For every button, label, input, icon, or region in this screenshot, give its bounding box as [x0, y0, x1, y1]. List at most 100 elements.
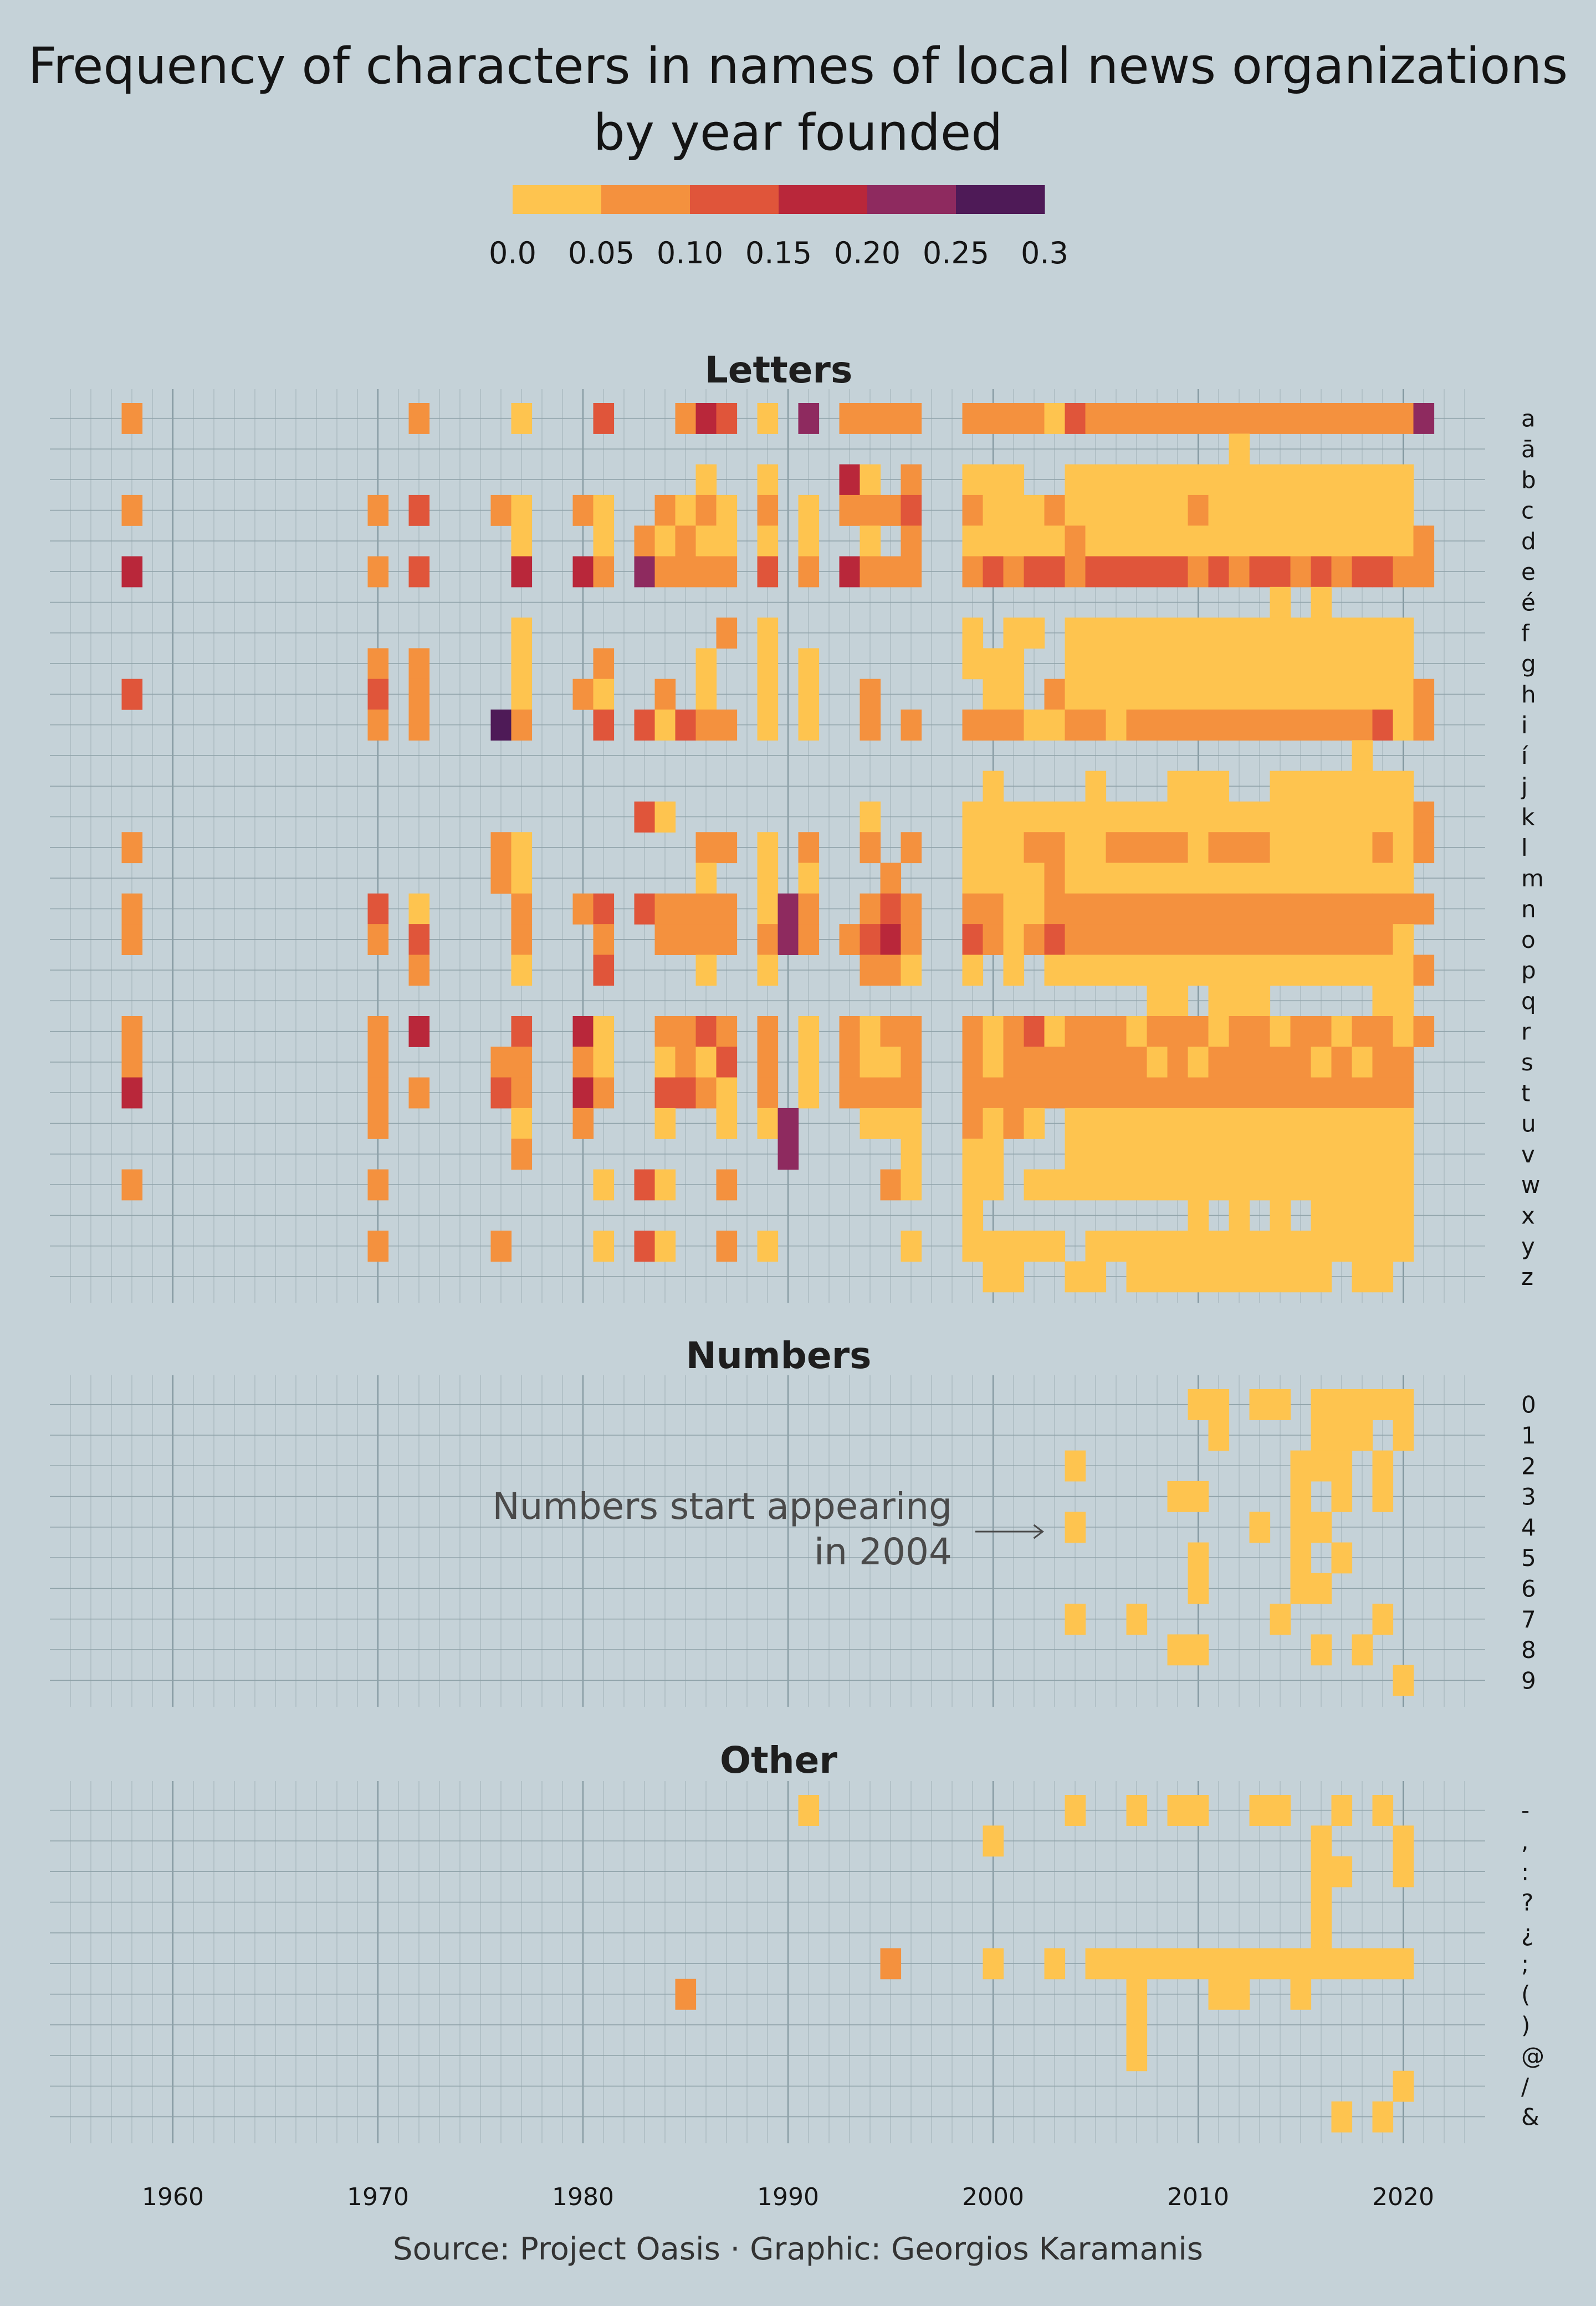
heatmap-cell [1065, 1604, 1086, 1635]
heatmap-cell [1331, 801, 1353, 833]
row-label: q [1521, 987, 1536, 1014]
heatmap-cell [1352, 1200, 1373, 1231]
heatmap-cell [1331, 832, 1353, 864]
heatmap-cell [511, 648, 533, 680]
heatmap-cell [511, 526, 533, 557]
row-label: @ [1521, 2042, 1544, 2069]
heatmap-cell [511, 955, 533, 986]
heatmap-cell [1065, 1047, 1086, 1078]
heatmap-cell [1229, 618, 1250, 649]
heatmap-cell [1024, 893, 1045, 925]
heatmap-cell [1126, 403, 1148, 434]
heatmap-cell [880, 1047, 902, 1078]
heatmap-cell [1270, 648, 1291, 680]
heatmap-cell [1352, 403, 1373, 434]
legend-swatch [956, 185, 1045, 214]
heatmap-cell [1331, 771, 1353, 802]
heatmap-cell [1311, 1917, 1332, 1949]
heatmap-cell [121, 1047, 143, 1078]
row-label: 1 [1521, 1422, 1536, 1449]
heatmap-cell [511, 832, 533, 864]
row-label: z [1521, 1263, 1533, 1290]
heatmap-cell [1352, 556, 1373, 588]
heatmap-cell [695, 526, 717, 557]
heatmap-cell [716, 893, 738, 925]
heatmap-cell [1372, 403, 1394, 434]
heatmap-cell [1249, 1108, 1271, 1139]
heatmap-cell [1290, 710, 1312, 741]
heatmap-cell [593, 1169, 615, 1201]
heatmap-cell [593, 648, 615, 680]
heatmap-cell [1393, 924, 1414, 955]
heatmap-cell [901, 955, 922, 986]
heatmap-cell [1085, 955, 1107, 986]
heatmap-cell [1065, 832, 1086, 864]
heatmap-cell [654, 1047, 676, 1078]
chart-title-block: Frequency of characters in names of loca… [0, 33, 1596, 166]
heatmap-cell [1167, 893, 1189, 925]
heatmap-cell [1270, 1948, 1291, 1980]
heatmap-cell [367, 893, 389, 925]
heatmap-cell [1085, 771, 1107, 802]
heatmap-cell [1126, 1795, 1148, 1826]
heatmap-cell [860, 955, 881, 986]
heatmap-cell [1188, 556, 1209, 588]
heatmap-cell [1167, 1047, 1189, 1078]
heatmap-cell [1249, 1512, 1271, 1543]
heatmap-cell [1352, 893, 1373, 925]
heatmap-cell [1352, 771, 1373, 802]
heatmap-cell [1270, 710, 1291, 741]
heatmap-cell [1003, 464, 1025, 496]
heatmap-cell [1413, 801, 1435, 833]
heatmap-cell [408, 403, 430, 434]
heatmap-cell [1311, 1200, 1332, 1231]
heatmap-cell [860, 1077, 881, 1109]
heatmap-cell [1065, 955, 1086, 986]
heatmap-cell [1126, 1948, 1148, 1980]
heatmap-cell [1393, 2070, 1414, 2102]
heatmap-cell [490, 1047, 512, 1078]
heatmap-cell [1147, 710, 1168, 741]
heatmap-cell [1147, 464, 1168, 496]
heatmap-cell [1352, 710, 1373, 741]
heatmap-cell [1249, 1795, 1271, 1826]
heatmap-cell [757, 526, 779, 557]
heatmap-cell [839, 464, 861, 496]
heatmap-cell [1311, 556, 1332, 588]
heatmap-cell [121, 1169, 143, 1201]
heatmap-cell [1167, 1795, 1189, 1826]
heatmap-cell [490, 494, 512, 526]
row-label: ā [1521, 436, 1536, 463]
heatmap-cell [1311, 1856, 1332, 1887]
heatmap-cell [1372, 1231, 1394, 1262]
heatmap-cell [1270, 464, 1291, 496]
heatmap-cell [511, 1108, 533, 1139]
heatmap-cell [675, 556, 697, 588]
heatmap-cell [1003, 556, 1025, 588]
heatmap-cell [1229, 526, 1250, 557]
heatmap-cell [408, 648, 430, 680]
heatmap-cell [962, 924, 984, 955]
heatmap-cell [1352, 1108, 1373, 1139]
heatmap-cell [1270, 771, 1291, 802]
heatmap-cell [1106, 1169, 1127, 1201]
heatmap-cell [901, 464, 922, 496]
heatmap-cell [695, 494, 717, 526]
heatmap-cell [1024, 710, 1045, 741]
heatmap-cell [1393, 1389, 1414, 1420]
heatmap-cell [1208, 556, 1230, 588]
heatmap-cell [1413, 893, 1435, 925]
heatmap-cell [1311, 1573, 1332, 1604]
heatmap-cell [675, 710, 697, 741]
heatmap-cell [634, 893, 656, 925]
heatmap-cell [1044, 893, 1066, 925]
heatmap-cell [1311, 1389, 1332, 1420]
heatmap-cell [1167, 618, 1189, 649]
heatmap-cell [1126, 494, 1148, 526]
heatmap-cell [1126, 924, 1148, 955]
heatmap-cell [675, 494, 697, 526]
heatmap-cell [1372, 494, 1394, 526]
heatmap-cell [1085, 556, 1107, 588]
heatmap-cell [1229, 1231, 1250, 1262]
